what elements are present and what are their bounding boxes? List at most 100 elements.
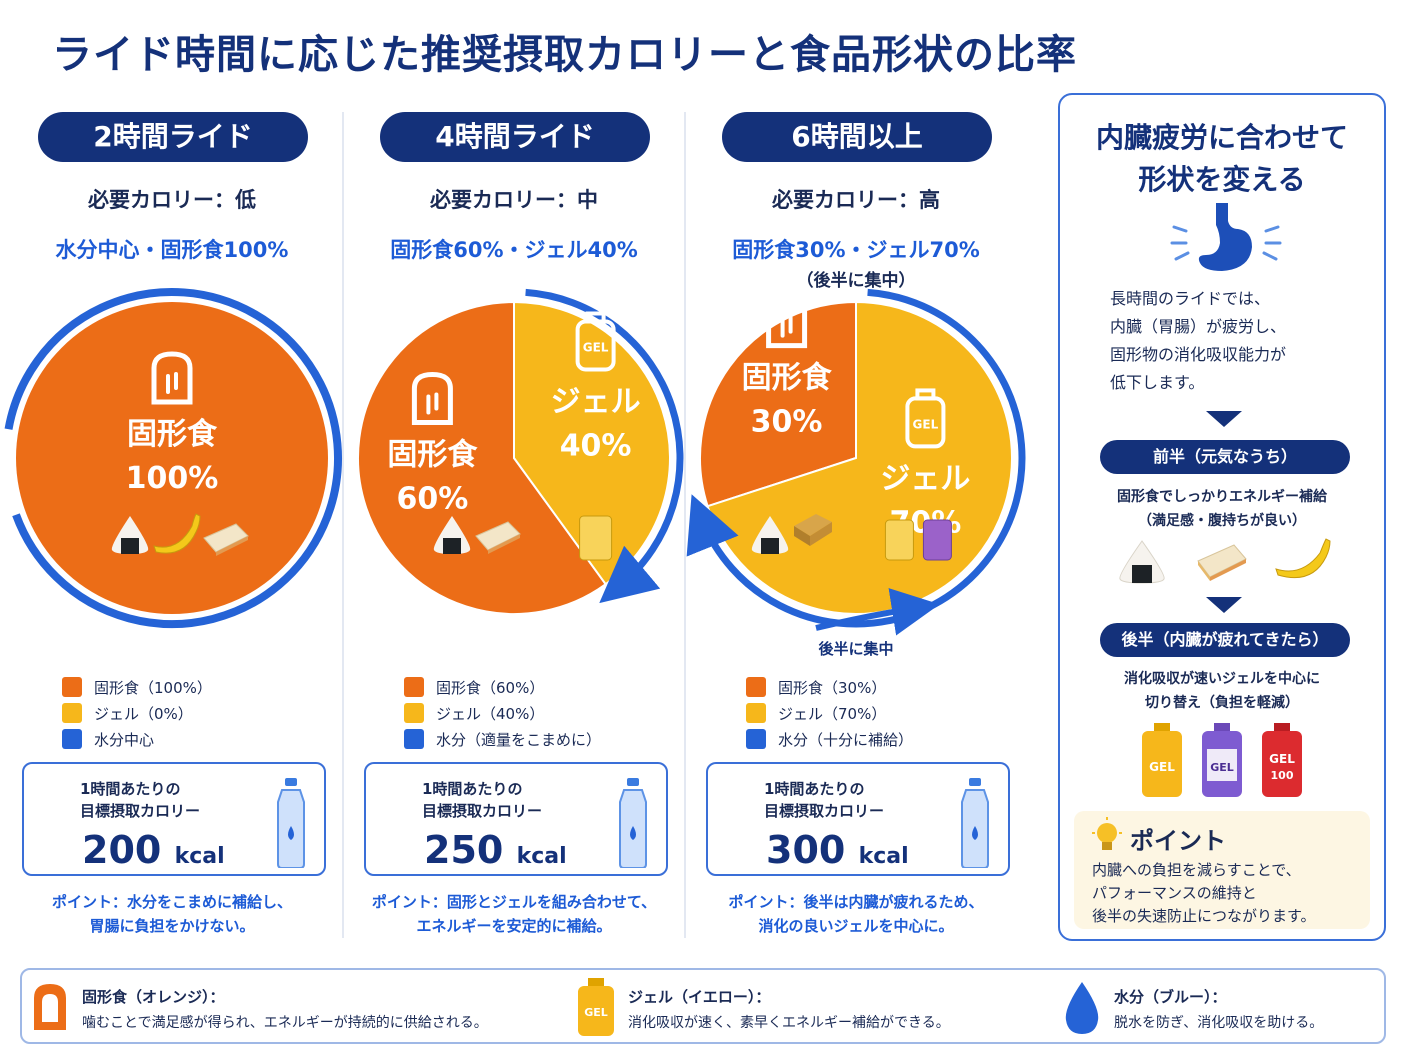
banana-icon [153,513,201,554]
gel-pouch-icon [922,519,952,561]
sandwich-icon [203,523,249,556]
panel-point: ポイント：固形とジェルを組み合わせて、 エネルギーを安定的に補給。 [371,893,657,935]
gel-pouch-icon [579,515,613,561]
legend-label: 水分（適量をこまめに） [436,730,602,749]
bread-icon [151,351,193,405]
side-title: 内臓疲労に合わせて 形状を変える [1095,121,1348,196]
legend-label: 固形食（60%） [436,678,545,697]
pie-slice-solid [699,300,857,508]
kcal-value: 250 kcal [424,828,567,872]
legend-label: 水分中心 [94,730,155,749]
footer-legend: 固形食（オレンジ）： 噛むことで満足感が得られ、エネルギーが持続的に供給される。… [20,968,1386,1044]
gel-icon: GEL [578,978,614,1036]
bread-icon [766,295,808,349]
late-phase-arrow [815,588,940,636]
lightbulb-icon [1092,817,1122,850]
panel-heading: 2時間ライド [38,112,308,162]
onigiri-icon [751,516,789,554]
footer-desc: 噛むことで満足感が得られ、エネルギーが持続的に供給される。 [82,1015,488,1031]
slice-label-gel: ジェル [551,384,641,419]
side-description: 長時間のライドでは、 内臓（胃腸）が疲労し、 固形物の消化吸収能力が 低下します。 [1110,289,1287,392]
calorie-requirement: 必要カロリー：高 [772,188,940,212]
onigiri-icon [111,516,149,554]
bread-icon [411,372,453,426]
onigiri-icon [1119,540,1165,584]
food-icons [111,513,249,556]
gel-icon-label: GEL [583,340,609,354]
slice-label-solid: 固形食 [387,438,478,473]
panel-2h-ride: 2時間ライド 必要カロリー：低 水分中心・固形食100% 固形食 100% 固形食… [2,108,342,948]
gel-icon-label: GEL [913,417,939,431]
gel-ring-arrow [525,288,684,604]
second-half-title: 後半（内臓が疲れてきたら） [1100,623,1350,657]
legend-label: ジェル（40%） [436,704,545,723]
kcal-target-box: 1時間あたりの 目標摂取カロリー 250 kcal [364,762,668,876]
down-arrow-icon [1206,411,1242,427]
first-half-text: 固形食でしっかりエネルギー補給 （満足感・腹持ちが良い） [1117,489,1327,529]
water-drop-icon [1065,982,1099,1034]
pie-chart: 固形食 60% ジェル 40% GEL [357,288,684,615]
down-arrow-icon [1206,597,1242,613]
energy-bar-icon [794,514,832,546]
ratio-text: 水分中心・固形食100% [55,238,289,262]
sandwich-icon [475,521,521,554]
water-bottle-icon [619,778,647,868]
legend-label: 固形食（30%） [778,678,887,697]
legend-label: 固形食（100%） [94,678,212,697]
gel-pack-label: GEL [1269,752,1295,766]
legend-item-gel: ジェル（0%） [62,700,212,726]
gel-pack-label: GEL [1149,760,1175,774]
ratio-subtext: （後半に集中） [796,271,916,291]
footer-desc: 脱水を防ぎ、消化吸収を助ける。 [1114,1015,1324,1031]
first-half-title: 前半（元気なうち） [1100,440,1350,474]
slice-value-solid: 100% [126,461,219,496]
calorie-requirement: 必要カロリー：中 [430,188,598,212]
second-half-text: 消化吸収が速いジェルを中心に 切り替え（負担を軽減） [1124,671,1320,711]
bread-icon [34,984,66,1030]
water-bottle-icon [277,778,305,868]
gel-pack-red-icon: GEL 100 [1262,723,1302,797]
kcal-value: 200 kcal [82,828,225,872]
column-divider [684,112,686,938]
kcal-value: 300 kcal [766,828,909,872]
banana-icon [1275,538,1331,579]
legend: 固形食（30%） ジェル（70%） 水分（十分に補給） [746,674,913,752]
footer-desc: 消化吸収が速く、素早くエネルギー補給ができる。 [628,1015,950,1031]
ratio-text: 固形食60%・ジェル40% [390,238,638,262]
gel-ring-arrow [686,288,1026,628]
page-title: ライド時間に応じた推奨摂取カロリーと食品形状の比率 [52,32,1077,78]
gel-pack-yellow-icon: GEL [1142,723,1182,797]
panel-point: ポイント：後半は内臓が疲れるため、 消化の良いジェルを中心に。 [728,893,984,935]
stomach-icon [1170,203,1282,271]
legend-label: ジェル（70%） [778,704,887,723]
panel-4h-ride: 4時間ライド 必要カロリー：中 固形食60%・ジェル40% 固形食 60% ジェル 4… [344,108,684,948]
kcal-label: 1時間あたりの 目標摂取カロリー [764,780,885,820]
legend-item-water: 水分（適量をこまめに） [404,726,601,752]
gel-icon: GEL [905,388,946,449]
legend: 固形食（100%） ジェル（0%） 水分中心 [62,674,212,752]
gel-icon-label: GEL [584,1006,608,1019]
side-point-box: ポイント 内臓への負担を減らすことで、 パフォーマンスの維持と 後半の失速防止につな… [1074,811,1370,929]
late-phase-label: 後半に集中 [817,640,893,658]
panel-heading: 4時間ライド [380,112,650,162]
legend: 固形食（60%） ジェル（40%） 水分（適量をこまめに） [404,674,601,752]
slice-label-gel: ジェル [880,461,970,496]
kcal-label: 1時間あたりの 目標摂取カロリー [422,780,543,820]
side-panel: 内臓疲労に合わせて 形状を変える 長時間のライドでは、 内臓（胃腸）が疲労し、 固形物… [1058,93,1386,941]
slice-value-gel: 40% [560,428,632,463]
gel-pack-label: 100 [1271,769,1294,782]
footer-title: 固形食（オレンジ）： [82,988,225,1006]
legend-item-solid: 固形食（60%） [404,674,601,700]
legend-item-water: 水分（十分に補給） [746,726,913,752]
pie-chart: 固形食 100% [4,288,342,628]
water-bottle-icon [961,778,989,868]
food-icons [751,514,952,561]
panel-point: ポイント：水分をこまめに補給し、 胃腸に負担をかけない。 [51,893,292,935]
legend-item-solid: 固形食（30%） [746,674,913,700]
gel-pouch-icon [884,519,914,561]
side-point-title: ポイント [1130,827,1226,855]
sandwich-icon [1197,544,1247,581]
gel-icon: GEL [575,311,616,372]
column-divider [342,112,344,938]
